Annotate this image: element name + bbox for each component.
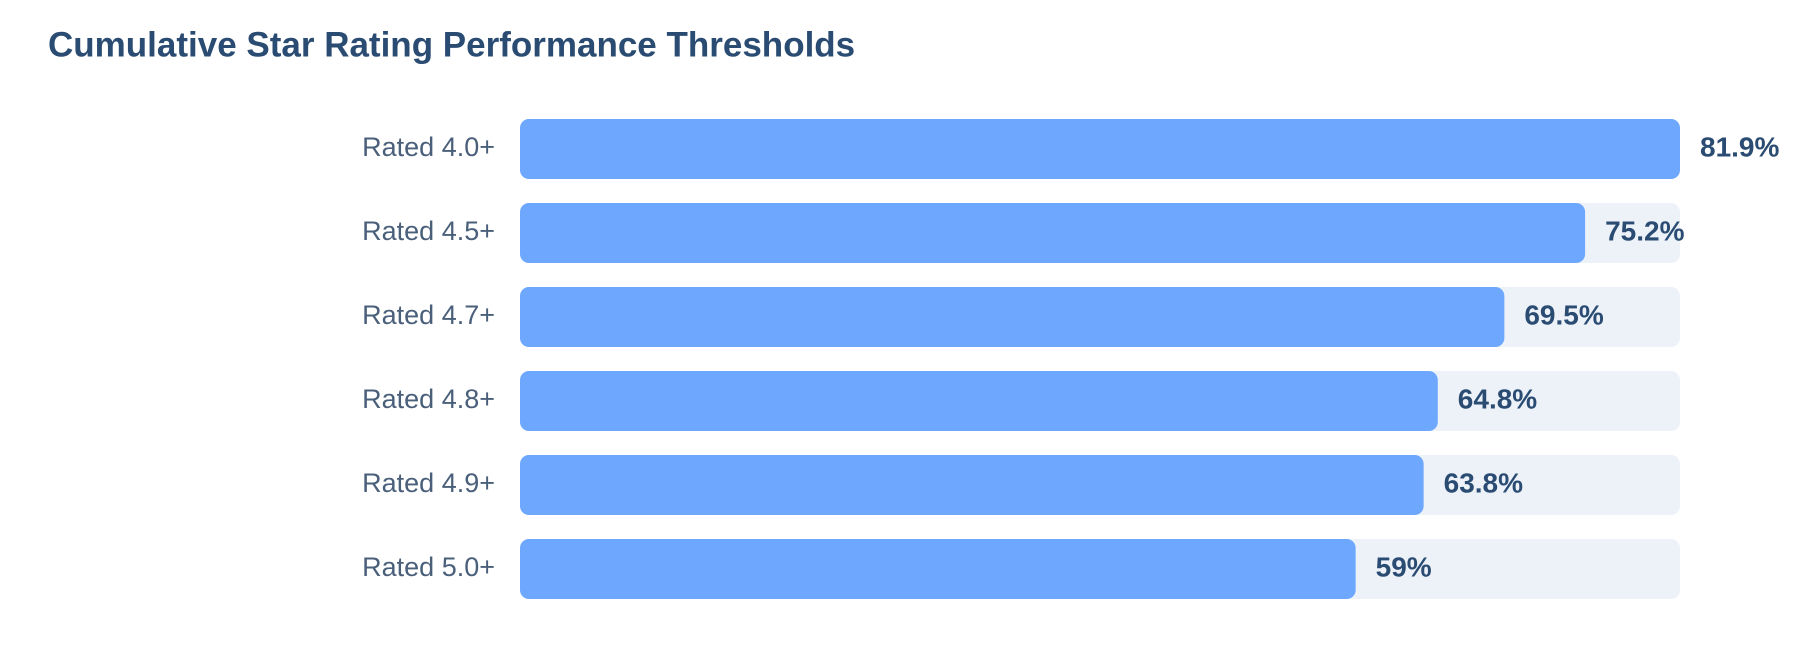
bar <box>520 371 1438 431</box>
value-label: 63.8% <box>1444 467 1523 498</box>
value-label: 64.8% <box>1458 383 1537 414</box>
bar <box>520 455 1424 515</box>
category-label: Rated 4.8+ <box>362 384 495 414</box>
chart-title: Cumulative Star Rating Performance Thres… <box>48 25 855 64</box>
value-label: 75.2% <box>1605 215 1684 246</box>
bar <box>520 287 1505 347</box>
value-label: 69.5% <box>1524 299 1603 330</box>
value-label: 59% <box>1376 551 1432 582</box>
category-label: Rated 4.9+ <box>362 468 495 498</box>
value-label: 81.9% <box>1700 131 1779 162</box>
category-label: Rated 4.7+ <box>362 300 495 330</box>
category-label: Rated 5.0+ <box>362 552 495 582</box>
bar <box>520 539 1356 599</box>
category-label: Rated 4.5+ <box>362 216 495 246</box>
bar <box>520 119 1680 179</box>
bar <box>520 203 1586 263</box>
category-label: Rated 4.0+ <box>362 132 495 162</box>
